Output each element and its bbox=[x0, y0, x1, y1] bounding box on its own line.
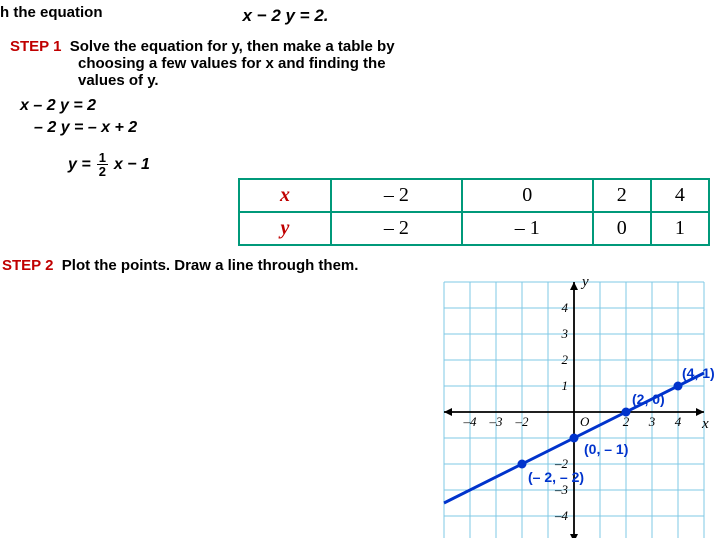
step1-line1: Solve the equation for y, then make a ta… bbox=[70, 38, 395, 55]
header-left-text: h the equation bbox=[0, 4, 103, 21]
x-cell: – 2 bbox=[331, 179, 462, 212]
step1: STEP 1 Solve the equation for y, then ma… bbox=[0, 26, 720, 89]
x-label: x bbox=[239, 179, 331, 212]
y-cell: – 2 bbox=[331, 212, 462, 245]
svg-text:1: 1 bbox=[562, 378, 569, 393]
step1-line2: choosing a few values for x and finding … bbox=[78, 55, 386, 72]
svg-text:4: 4 bbox=[675, 414, 682, 429]
x-cell: 0 bbox=[462, 179, 593, 212]
eq3-fraction: 1 2 bbox=[97, 151, 108, 178]
eq3-den: 2 bbox=[97, 164, 108, 178]
eq3-num: 1 bbox=[99, 151, 106, 164]
svg-text:x: x bbox=[701, 416, 709, 432]
step1-line3: values of y. bbox=[78, 72, 159, 89]
x-cell: 4 bbox=[651, 179, 709, 212]
svg-text:(0, – 1): (0, – 1) bbox=[584, 441, 628, 457]
svg-text:3: 3 bbox=[648, 414, 656, 429]
eq3-lhs: y = bbox=[68, 156, 91, 174]
eq3: y = 1 2 x − 1 bbox=[68, 151, 150, 178]
step1-label: STEP 1 bbox=[10, 38, 61, 55]
svg-text:–2: –2 bbox=[515, 414, 530, 429]
equations: x – 2 y = 2 – 2 y = – x + 2 y = 1 2 x − … bbox=[0, 89, 720, 182]
svg-text:3: 3 bbox=[561, 326, 569, 341]
graph: –4–3–2234–4–3–21234Oxy(– 2, – 2)(0, – 1)… bbox=[440, 278, 718, 543]
svg-text:(2, 0): (2, 0) bbox=[632, 391, 665, 407]
svg-text:O: O bbox=[580, 414, 590, 429]
y-cell: 0 bbox=[593, 212, 651, 245]
graph-svg: –4–3–2234–4–3–21234Oxy(– 2, – 2)(0, – 1)… bbox=[440, 278, 718, 538]
svg-text:4: 4 bbox=[562, 300, 569, 315]
svg-text:(4, 1): (4, 1) bbox=[682, 365, 715, 381]
y-cell: 1 bbox=[651, 212, 709, 245]
table-row: y – 2 – 1 0 1 bbox=[239, 212, 709, 245]
step2-text: Plot the points. Draw a line through the… bbox=[62, 257, 359, 274]
svg-text:–3: –3 bbox=[489, 414, 504, 429]
y-label: y bbox=[239, 212, 331, 245]
step2: STEP 2 Plot the points. Draw a line thro… bbox=[2, 257, 358, 274]
eq2: – 2 y = – x + 2 bbox=[34, 119, 720, 137]
xy-table: x – 2 0 2 4 y – 2 – 1 0 1 bbox=[238, 178, 710, 246]
svg-text:–4: –4 bbox=[554, 508, 569, 523]
y-cell: – 1 bbox=[462, 212, 593, 245]
eq3-rhs: x − 1 bbox=[114, 156, 150, 174]
step2-label: STEP 2 bbox=[2, 257, 53, 274]
xy-table-wrapper: x – 2 0 2 4 y – 2 – 1 0 1 bbox=[238, 178, 710, 246]
svg-text:–4: –4 bbox=[463, 414, 478, 429]
eq1: x – 2 y = 2 bbox=[20, 97, 720, 115]
x-cell: 2 bbox=[593, 179, 651, 212]
svg-text:(– 2, – 2): (– 2, – 2) bbox=[528, 469, 584, 485]
header: h the equation x − 2 y = 2. bbox=[0, 0, 720, 26]
svg-text:y: y bbox=[580, 278, 589, 290]
header-equation: x − 2 y = 2. bbox=[243, 4, 329, 26]
svg-text:2: 2 bbox=[562, 352, 569, 367]
table-row: x – 2 0 2 4 bbox=[239, 179, 709, 212]
